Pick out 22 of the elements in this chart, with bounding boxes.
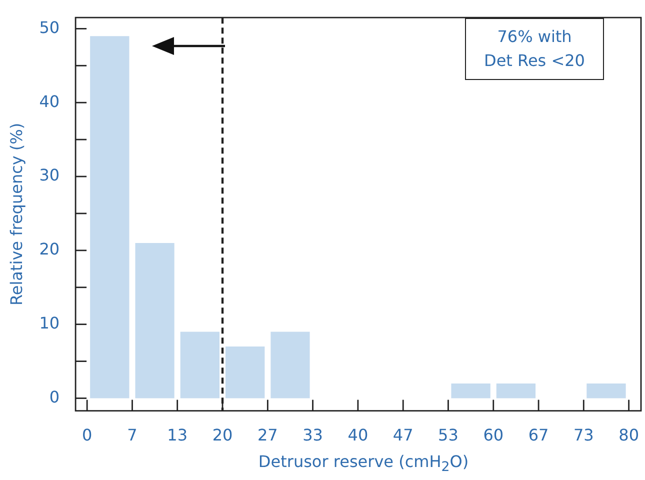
x-tick-label: 67	[528, 426, 549, 445]
x-tick-label: 80	[618, 426, 639, 445]
x-axis-title: Detrusor reserve (cmH$_{2}$O)	[257, 452, 470, 476]
y-tick-label: 40	[39, 92, 60, 111]
y-tick-label: 20	[39, 240, 60, 259]
x-tick-label: 0	[82, 426, 92, 445]
x-tick-label: 27	[257, 426, 278, 445]
x-tick-label: 13	[167, 426, 188, 445]
x-tick-label: 33	[302, 426, 323, 445]
x-tick-label: 47	[392, 426, 414, 445]
y-tick-label: 30	[39, 166, 60, 185]
x-tick-label: 73	[573, 426, 594, 445]
y-tick-label: 10	[39, 313, 60, 332]
x-tick-label: 53	[438, 426, 458, 445]
x-tick-label: 60	[483, 426, 504, 445]
annotation: 76% with Det Res <20	[465, 18, 604, 80]
y-axis-title: Relative frequency (%)	[6, 122, 26, 306]
x-tick-label: 7	[127, 426, 138, 445]
x-tick-label: 20	[212, 426, 233, 445]
y-tick-label: 0	[49, 387, 60, 406]
x-tick-label: 40	[348, 426, 368, 445]
y-tick-label: 50	[39, 18, 60, 37]
